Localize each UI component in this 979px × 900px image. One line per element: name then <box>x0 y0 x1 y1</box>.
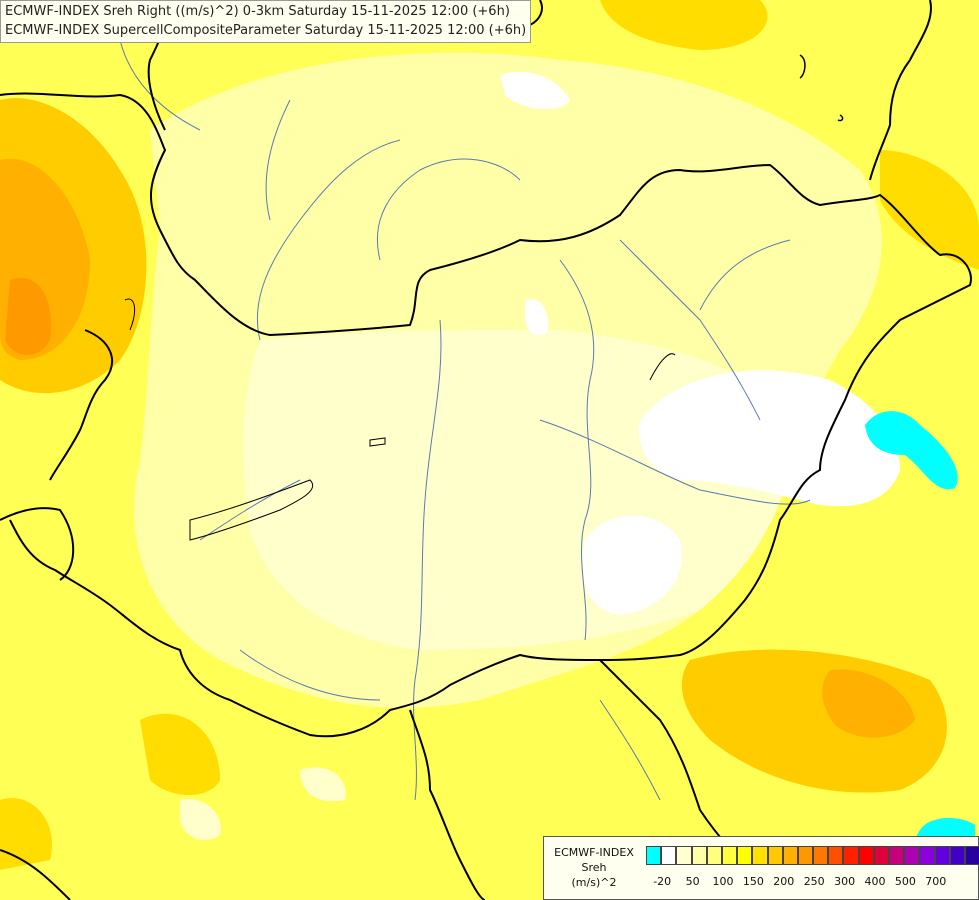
color-legend: ECMWF-INDEX Sreh (m/s)^2 -20 50 100 150 200 2… <box>543 836 979 900</box>
map-title-line-2: ECMWF-INDEX SupercellCompositeParameter … <box>5 23 527 38</box>
legend-tick-label: -20 <box>653 875 672 888</box>
legend-title: ECMWF-INDEX Sreh (m/s)^2 <box>548 845 640 890</box>
legend-swatches <box>646 846 979 865</box>
legend-swatch <box>843 846 859 865</box>
legend-tick-label: 500 <box>894 875 916 888</box>
legend-swatch <box>813 846 829 865</box>
legend-swatch <box>752 846 768 865</box>
legend-tick-label: 50 <box>685 875 700 888</box>
legend-swatch <box>661 846 677 865</box>
legend-swatch <box>646 846 662 865</box>
legend-swatch <box>706 846 722 865</box>
map-title-line-1: ECMWF-INDEX Sreh Right ((m/s)^2) 0-3km S… <box>5 4 510 19</box>
legend-tick-label: 150 <box>742 875 764 888</box>
legend-swatch <box>797 846 814 865</box>
legend-swatch <box>691 846 707 865</box>
legend-tick-label: 100 <box>712 875 734 888</box>
legend-title-line-1: ECMWF-INDEX <box>554 846 634 859</box>
legend-swatch <box>934 846 950 865</box>
legend-title-line-2: Sreh <box>581 861 607 874</box>
legend-swatch <box>858 846 874 865</box>
legend-swatch <box>949 846 965 865</box>
legend-tick-label: 200 <box>773 875 795 888</box>
legend-tick-label: 250 <box>803 875 825 888</box>
legend-tick-label: 300 <box>834 875 856 888</box>
legend-swatch <box>889 846 905 865</box>
legend-swatch <box>919 846 935 865</box>
map-title-box: ECMWF-INDEX Sreh Right ((m/s)^2) 0-3km S… <box>0 0 532 43</box>
legend-swatch <box>873 846 889 865</box>
legend-swatch <box>721 846 738 865</box>
legend-swatch <box>676 846 692 865</box>
legend-title-line-3: (m/s)^2 <box>571 876 617 889</box>
legend-tick-label: 700 <box>925 875 947 888</box>
legend-swatch <box>828 846 844 865</box>
legend-swatch <box>964 846 979 865</box>
legend-swatch <box>767 846 783 865</box>
legend-swatch <box>737 846 753 865</box>
legend-tick-label: 400 <box>864 875 886 888</box>
legend-swatch <box>904 846 920 865</box>
legend-swatch <box>782 846 798 865</box>
